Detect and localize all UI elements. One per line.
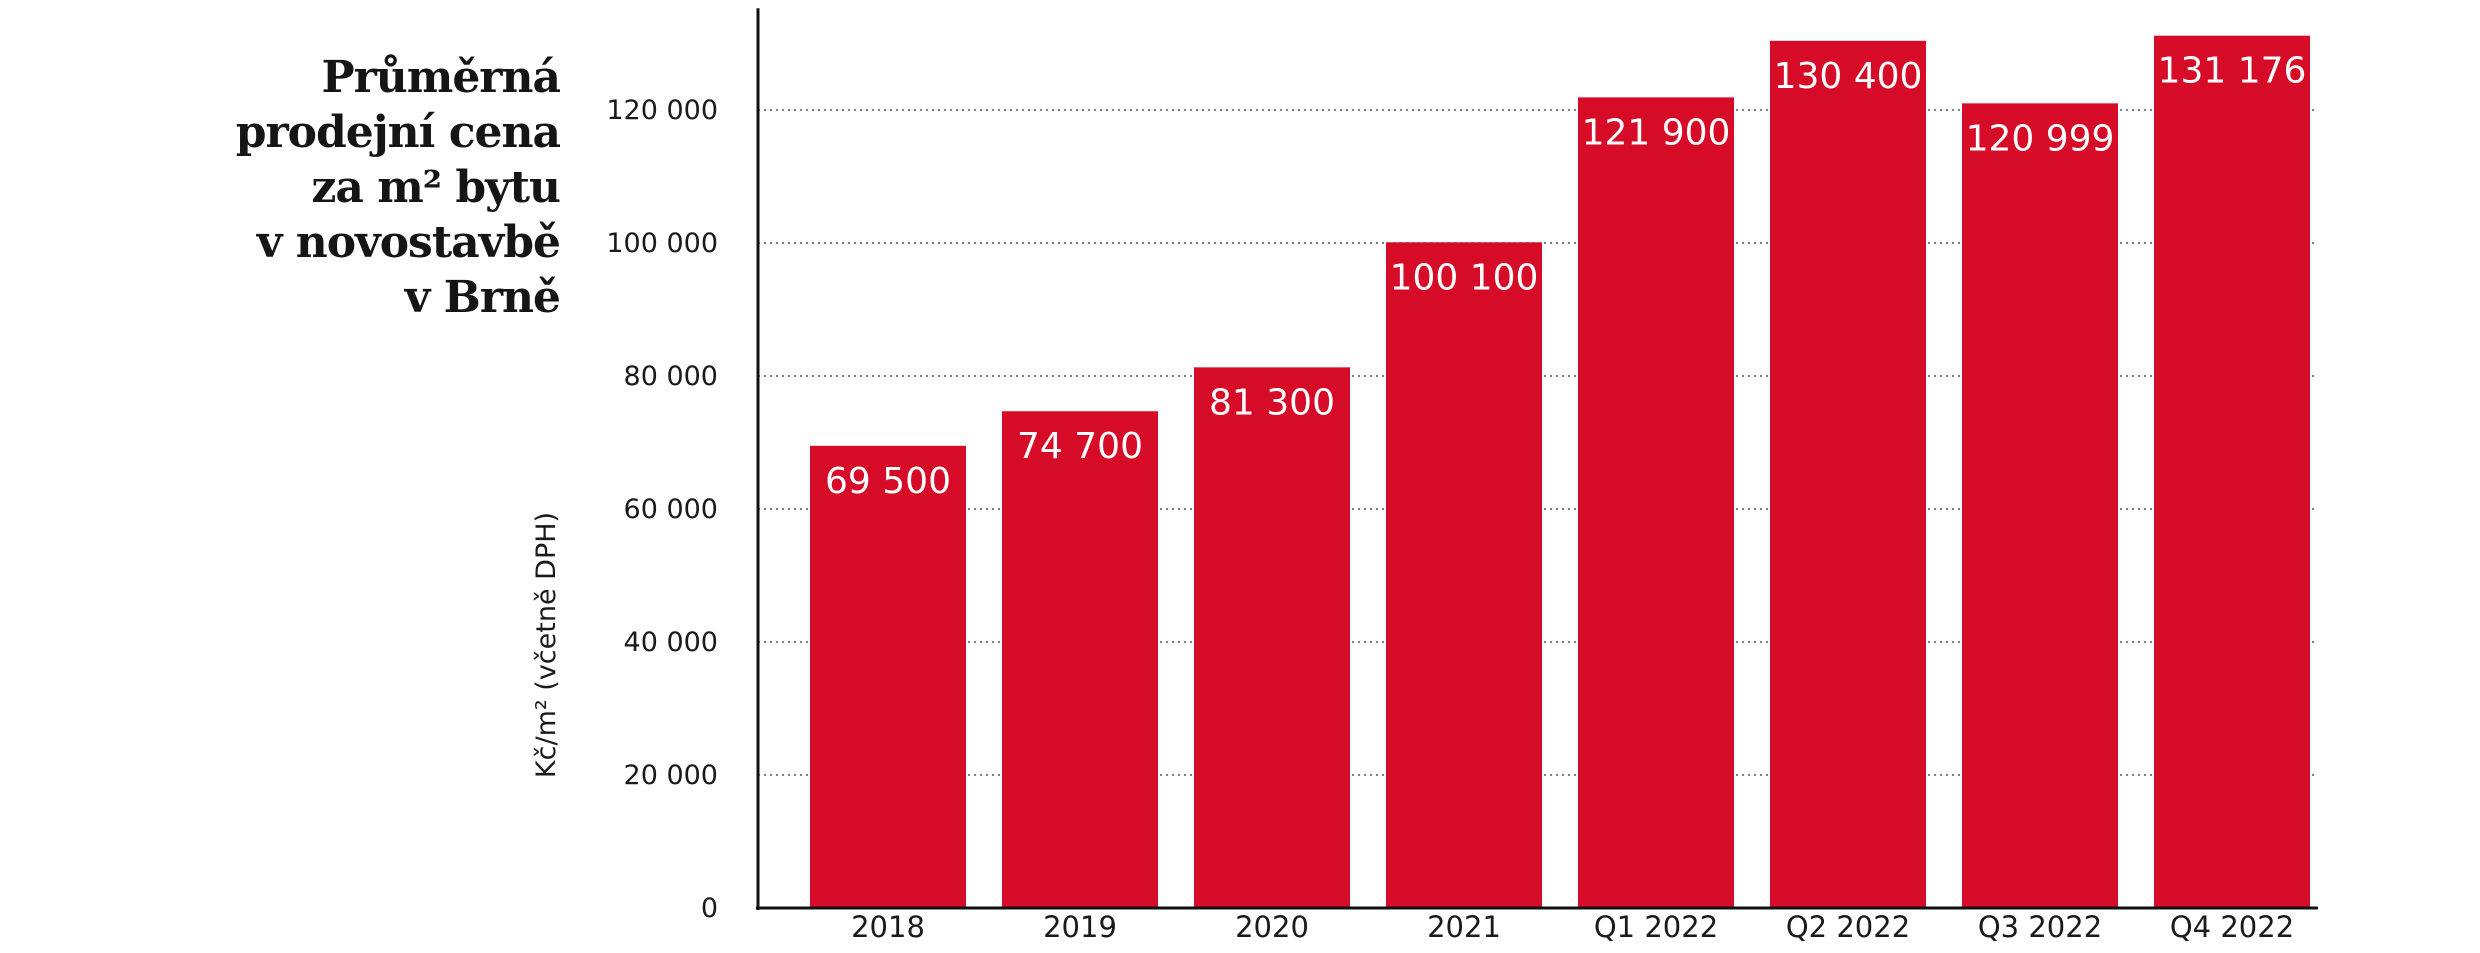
y-tick-label: 120 000	[606, 95, 718, 126]
y-tick-label: 100 000	[606, 228, 718, 259]
value-label: 130 400	[1774, 56, 1923, 97]
bar	[2154, 35, 2310, 908]
bar	[1770, 40, 1926, 908]
y-tick-label: 20 000	[624, 760, 718, 791]
x-tick-label: Q2 2022	[1786, 910, 1910, 944]
value-label: 69 500	[825, 461, 951, 502]
value-label: 100 100	[1390, 257, 1539, 298]
chart-title-line: Průměrná	[321, 52, 562, 103]
y-axis-label: Kč/m² (včetně DPH)	[531, 512, 562, 778]
bar	[1194, 367, 1350, 909]
x-tick-labels: 2018 2019 2020 2021 Q1 2022 Q2 2022 Q3 2022 Q4 …	[851, 910, 2294, 944]
y-tick-label: 80 000	[624, 361, 718, 392]
bar	[810, 445, 966, 908]
chart-title-line: prodejní cena	[235, 107, 561, 158]
x-tick-label: Q4 2022	[2170, 910, 2294, 944]
axes	[756, 8, 2318, 910]
value-labels: 69 500 74 700 81 300 100 100 121 900 130 400 1…	[825, 51, 2306, 502]
x-tick-label: 2018	[851, 910, 925, 944]
value-label: 120 999	[1966, 118, 2115, 159]
value-label: 131 176	[2158, 51, 2307, 92]
x-tick-label: Q1 2022	[1594, 910, 1718, 944]
x-tick-label: 2021	[1427, 910, 1501, 944]
y-tick-label: 60 000	[624, 494, 718, 525]
bar	[1578, 97, 1734, 909]
value-label: 74 700	[1017, 426, 1143, 467]
bar	[1002, 411, 1158, 908]
chart-title-line: v Brně	[404, 272, 561, 323]
chart-title-line: za m² bytu	[311, 162, 561, 213]
y-tick-label: 0	[701, 893, 718, 924]
bar	[1962, 103, 2118, 909]
x-tick-label: Q3 2022	[1978, 910, 2102, 944]
bars	[810, 35, 2310, 909]
y-tick-label: 40 000	[624, 627, 718, 658]
value-label: 81 300	[1209, 382, 1335, 423]
chart-title: Průměrná prodejní cena za m² bytu v novo…	[235, 50, 562, 325]
x-tick-label: 2019	[1043, 910, 1117, 944]
bar	[1386, 242, 1542, 908]
y-tick-labels: 0 20 000 40 000 60 000 80 000 100 000 120 000	[606, 95, 718, 924]
value-label: 121 900	[1582, 112, 1731, 153]
chart-title-line: v novostavbě	[256, 217, 561, 268]
x-tick-label: 2020	[1235, 910, 1309, 944]
